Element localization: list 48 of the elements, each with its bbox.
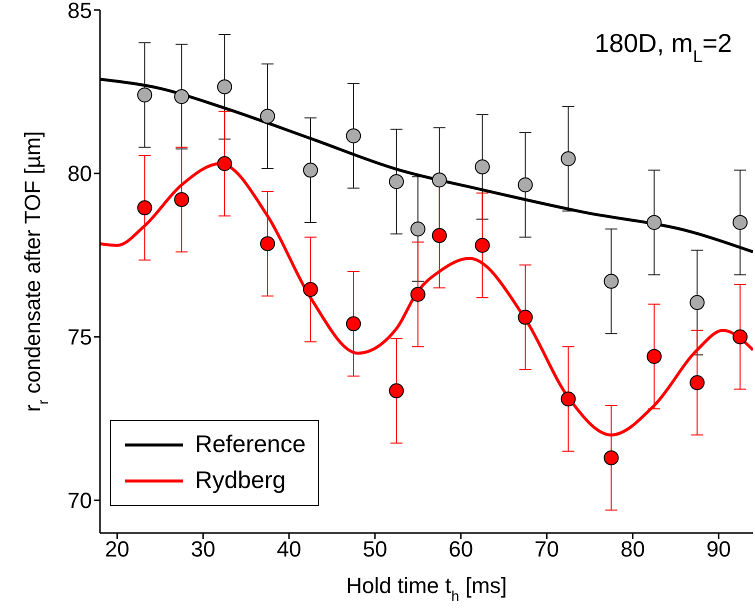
- legend-label: Reference: [195, 431, 306, 459]
- point: [217, 79, 232, 94]
- x-tick-label: 30: [190, 536, 216, 562]
- point: [260, 236, 276, 252]
- point: [474, 238, 490, 253]
- point: [560, 391, 576, 406]
- point: [137, 87, 152, 102]
- point: [217, 156, 232, 172]
- point: [410, 222, 426, 237]
- x-tick-label: 80: [620, 536, 645, 562]
- point: [303, 282, 318, 297]
- y-tick-label: 80: [68, 161, 92, 186]
- point: [432, 172, 447, 188]
- y-tick-label: 85: [68, 0, 92, 23]
- point: [137, 200, 152, 216]
- point: [518, 177, 533, 192]
- point: [346, 316, 361, 332]
- point: [388, 174, 404, 190]
- point: [303, 162, 318, 178]
- annotation: 180D, m$_{L}$=2: [594, 28, 732, 66]
- point: [518, 310, 533, 325]
- point: [646, 348, 662, 364]
- x-tick-label: 70: [534, 536, 560, 562]
- y-tick-label: 70: [68, 488, 92, 514]
- point: [174, 192, 190, 208]
- point: [560, 151, 576, 166]
- point: [690, 295, 705, 310]
- point: [474, 159, 490, 174]
- point: [174, 89, 190, 104]
- x-axis-title: Hold time t$_{h}$ [ms]: [346, 573, 507, 605]
- y-tick-label: 75: [68, 324, 92, 350]
- legend-label: Rydberg: [195, 467, 286, 495]
- point: [732, 329, 748, 344]
- point: [346, 128, 361, 144]
- x-tick-label: 60: [448, 536, 474, 562]
- x-tick-label: 20: [104, 536, 130, 562]
- point: [388, 383, 404, 398]
- point: [260, 108, 276, 124]
- point: [690, 375, 705, 390]
- x-tick-label: 90: [706, 536, 731, 562]
- point: [604, 274, 619, 289]
- point: [604, 450, 619, 466]
- x-tick-label: 40: [276, 536, 302, 562]
- point: [432, 228, 447, 244]
- x-tick-label: 50: [362, 536, 388, 562]
- point: [732, 214, 748, 230]
- point: [410, 286, 426, 302]
- point: [646, 214, 662, 230]
